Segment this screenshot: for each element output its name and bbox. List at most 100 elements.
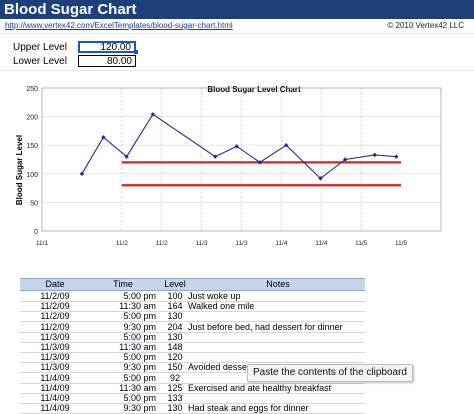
col-level-header[interactable]: Level	[164, 279, 186, 289]
cell-date[interactable]: 11/2/09	[40, 321, 70, 332]
table-row[interactable]: 11/4/09 11:30 am 125 Exercised and ate heal…	[20, 383, 365, 394]
data-point	[257, 160, 263, 165]
plot-frame	[41, 87, 442, 232]
plot-grid	[42, 88, 441, 231]
data-point	[212, 154, 218, 159]
cell-level[interactable]: 120	[167, 352, 183, 363]
table-row[interactable]: 11/3/09 5:00 pm 130	[20, 332, 365, 343]
cell-level[interactable]: 130	[167, 311, 183, 322]
cell-time[interactable]: 5:00 pm	[123, 331, 156, 342]
cell-time[interactable]: 5:00 pm	[123, 372, 156, 383]
cell-date[interactable]: 11/3/09	[40, 342, 70, 352]
lower-level-label: Lower Level	[13, 56, 67, 67]
cell-date[interactable]: 11/4/09	[40, 393, 70, 403]
table-row[interactable]: 11/3/09 5:00 pm 120	[20, 352, 365, 364]
cell-level[interactable]: 204	[167, 321, 183, 332]
cell-time[interactable]: 11:30 am	[119, 382, 156, 393]
table-row[interactable]: 11/2/09 11:30 am 164 Walked one mile	[20, 301, 365, 313]
cell-notes[interactable]: Just woke up	[188, 291, 241, 301]
sheet-gridline	[0, 33, 474, 34]
cell-date[interactable]: 11/2/09	[40, 301, 70, 312]
cell-notes[interactable]: Exercised and ate healthy breakfast	[188, 382, 332, 393]
y-tick-label: 200	[26, 115, 38, 122]
data-point	[318, 176, 323, 181]
plot-axes	[41, 87, 442, 232]
tick-labels: 0 50 100 150 200 250 11/1 11/2 11/2 11/3 11/3 11/4 1…	[26, 86, 407, 247]
selection-fill-handle[interactable]	[134, 50, 138, 54]
cell-time[interactable]: 11:30 am	[119, 301, 156, 312]
cell-level[interactable]: 130	[167, 403, 183, 414]
chart-svg: Blood Sugar Level Chart Blood Sugar Leve…	[15, 85, 442, 247]
cell-time[interactable]: 5:00 pm	[123, 393, 156, 403]
cell-date[interactable]: 11/2/09	[40, 291, 70, 301]
x-tick-label: 11/2	[116, 240, 129, 247]
upper-level-label: Upper Level	[13, 42, 67, 53]
cell-level[interactable]: 92	[169, 372, 180, 383]
cell-date[interactable]: 11/4/09	[40, 403, 70, 414]
cell-level[interactable]: 148	[167, 342, 183, 352]
x-tick-label: 11/1	[36, 240, 49, 247]
url-row: http://www.vertex42.com/ExcelTemplates/b…	[0, 19, 474, 32]
sheet-title: Blood Sugar Chart	[4, 1, 137, 18]
col-date-header[interactable]: Date	[45, 279, 65, 289]
x-tick-label: 11/3	[196, 240, 209, 247]
col-notes-header[interactable]: Notes	[266, 279, 290, 289]
y-tick-label: 150	[26, 143, 38, 150]
table-row[interactable]: 11/2/09 5:00 pm 130	[20, 311, 365, 323]
y-tick-label: 100	[26, 172, 38, 179]
cell-level[interactable]: 100	[167, 291, 183, 301]
x-tick-label: 11/5	[395, 240, 408, 247]
paste-tooltip: Paste the contents of the clipboard	[247, 364, 413, 382]
lower-level-cell[interactable]: 80.00	[78, 55, 136, 67]
col-time-header[interactable]: Time	[113, 279, 133, 289]
cell-time[interactable]: 11:30 am	[119, 342, 156, 352]
upper-level-cell[interactable]: 120.00	[78, 41, 136, 53]
copyright-text: © 2010 Vertex42 LLC	[387, 21, 464, 30]
cell-date[interactable]: 11/3/09	[40, 352, 70, 363]
y-tick-label: 250	[26, 86, 38, 93]
table-row[interactable]: 11/3/09 11:30 am 148	[20, 342, 365, 353]
y-tick-label: 0	[34, 229, 38, 236]
x-tick-label: 11/3	[235, 240, 248, 247]
cell-date[interactable]: 11/3/09	[40, 362, 70, 373]
table-row[interactable]: 11/2/09 5:00 pm 100 Just woke up	[20, 291, 365, 302]
cell-date[interactable]: 11/4/09	[40, 382, 70, 393]
cell-level[interactable]: 125	[167, 382, 183, 393]
data-point	[372, 152, 377, 158]
cell-notes[interactable]: Walked one mile	[188, 301, 255, 312]
cell-level[interactable]: 150	[167, 362, 183, 373]
cell-date[interactable]: 11/4/09	[40, 372, 70, 383]
cell-level[interactable]: 130	[167, 331, 183, 342]
cell-notes[interactable]: Had steak and eggs for dinner	[188, 403, 309, 414]
table-header: Date Time Level Notes	[20, 278, 365, 291]
cell-level[interactable]: 164	[167, 301, 183, 312]
data-point	[124, 154, 129, 159]
table-row[interactable]: 11/4/09 5:00 pm 133	[20, 393, 365, 404]
data-point	[234, 144, 239, 149]
table-row[interactable]: 11/3/09 9:30 pm 150 Avoided dessert	[20, 362, 365, 374]
cell-date[interactable]: 11/2/09	[40, 311, 70, 322]
cell-time[interactable]: 5:00 pm	[123, 291, 156, 301]
blood-sugar-chart[interactable]: Blood Sugar Level Chart Blood Sugar Leve…	[0, 80, 474, 270]
cell-time[interactable]: 5:00 pm	[123, 311, 156, 322]
cell-level[interactable]: 133	[167, 393, 183, 403]
x-tick-label: 11/4	[275, 240, 288, 247]
sheet-gridline	[0, 70, 474, 71]
cell-time[interactable]: 9:30 pm	[123, 362, 156, 373]
y-tick-label: 50	[30, 200, 38, 207]
cell-time[interactable]: 9:30 pm	[123, 403, 156, 414]
cell-date[interactable]: 11/3/09	[40, 331, 70, 342]
chart-title: Blood Sugar Level Chart	[207, 85, 301, 94]
template-link[interactable]: http://www.vertex42.com/ExcelTemplates/b…	[5, 21, 233, 30]
table-row[interactable]: 11/2/09 9:30 pm 204 Just before bed, had de…	[20, 322, 365, 333]
table-row[interactable]: 11/4/09 9:30 pm 130 Had steak and eggs for …	[20, 403, 365, 414]
cell-time[interactable]: 5:00 pm	[123, 352, 156, 363]
data-point	[283, 143, 289, 148]
cell-notes[interactable]: Just before bed, had dessert for dinner	[188, 321, 343, 332]
table-row[interactable]: 11/4/09 5:00 pm 92	[20, 373, 365, 384]
data-point	[79, 171, 85, 176]
cell-notes[interactable]: Avoided dessert	[188, 362, 253, 373]
data-point	[394, 154, 399, 159]
cell-time[interactable]: 9:30 pm	[123, 321, 156, 332]
x-tick-label: 11/4	[315, 240, 328, 247]
